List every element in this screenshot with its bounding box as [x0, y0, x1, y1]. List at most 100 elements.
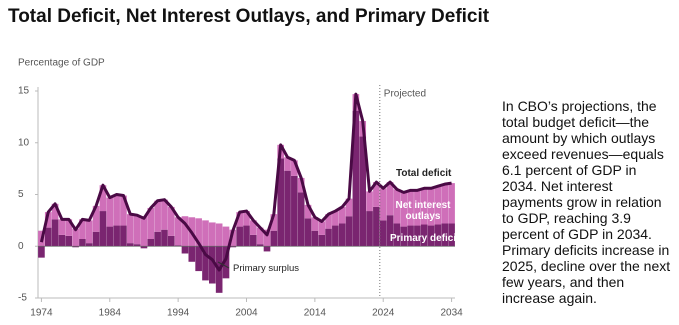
interest-bar	[366, 191, 373, 212]
primary-bar	[181, 246, 189, 254]
primary-bar	[147, 239, 155, 247]
interest-bar	[202, 220, 209, 247]
y-tick-label: -5	[18, 293, 27, 304]
primary-bar	[338, 223, 346, 247]
total-deficit-line	[39, 92, 452, 272]
primary-bar	[133, 244, 141, 247]
primary-bar	[291, 175, 298, 247]
interest-bar	[318, 221, 326, 235]
interest-bar	[72, 228, 79, 247]
primary-bar	[441, 223, 449, 247]
chart-title: Total Deficit, Net Interest Outlays, and…	[8, 6, 490, 27]
primary-bar	[352, 110, 360, 247]
primary-bar	[373, 206, 380, 247]
interest-bar	[393, 189, 401, 224]
primary-bar	[311, 230, 319, 247]
y-tick-label: 0	[18, 241, 24, 252]
note: In CBO’s projections, the total budget d…	[502, 98, 671, 306]
interest-bar	[420, 188, 428, 225]
primary-bar	[427, 225, 435, 247]
interest-bar	[243, 211, 250, 226]
primary-bar	[44, 227, 52, 247]
primary-bar	[379, 220, 387, 247]
primary-bar	[318, 234, 326, 247]
primary-bar	[420, 224, 428, 247]
interest-bar	[147, 207, 155, 240]
interest-bar	[427, 188, 435, 226]
interest-bar	[325, 214, 332, 229]
primary-bar	[304, 218, 312, 247]
x-tick-label: 2004	[235, 308, 258, 319]
primary-bar	[209, 246, 216, 284]
interest-bar	[126, 214, 134, 244]
primary-bar	[51, 219, 59, 247]
primary-bar	[154, 231, 161, 247]
primary-bar	[332, 225, 339, 247]
primary-bar	[229, 246, 237, 248]
interest-bar	[85, 220, 93, 244]
primary-bar	[243, 225, 250, 247]
primary-bar	[277, 158, 284, 247]
interest-bar	[441, 184, 449, 224]
interest-bar	[181, 216, 189, 247]
y-tick-label: 15	[18, 86, 30, 97]
interest-bar	[51, 203, 59, 220]
interest-bar	[44, 212, 52, 228]
interest-bar	[373, 182, 380, 207]
interest-bar	[386, 182, 394, 216]
interest-bar	[284, 157, 291, 171]
primary-bar	[325, 228, 332, 247]
interest-bar	[297, 177, 305, 193]
primary-bar	[85, 243, 93, 247]
interest-bar	[345, 198, 353, 217]
interest-bar	[222, 226, 230, 247]
interest-bar	[195, 218, 202, 247]
primary-bar	[222, 246, 230, 279]
interest-bar	[161, 199, 168, 230]
interest-bar	[92, 205, 100, 232]
primary-bar	[161, 229, 168, 247]
annotation: Primary deficit	[390, 233, 460, 244]
interest-bar	[311, 217, 319, 231]
interest-bar	[338, 206, 346, 224]
x-tick-label: 1984	[99, 308, 122, 319]
interest-bar	[236, 212, 243, 227]
primary-bar	[126, 243, 134, 247]
primary-bar	[393, 223, 401, 247]
primary-bar	[99, 211, 107, 247]
interest-bar	[79, 219, 86, 240]
interest-bar	[270, 214, 278, 231]
y-tick-label: 10	[18, 137, 30, 148]
interest-bar	[291, 160, 298, 176]
surplus-leader	[217, 261, 230, 269]
interest-bar	[113, 194, 120, 226]
primary-bar	[38, 246, 45, 258]
interest-bar	[407, 190, 414, 226]
primary-bar	[345, 216, 353, 247]
interest-bar	[250, 220, 257, 235]
interest-bar	[133, 215, 141, 245]
interest-bar	[106, 197, 114, 227]
interest-bar	[65, 219, 73, 236]
interest-bar	[379, 188, 387, 221]
interest-bar	[209, 222, 216, 247]
primary-bar	[250, 234, 257, 247]
primary-bar	[174, 245, 182, 247]
primary-bar	[359, 136, 367, 247]
primary-bar	[448, 223, 455, 247]
primary-bar	[366, 211, 373, 247]
primary-bar	[65, 235, 73, 247]
interest-bar	[215, 223, 223, 247]
annotation: Total deficit	[396, 168, 452, 179]
interest-bar	[140, 216, 148, 247]
interest-bar	[448, 183, 455, 224]
primary-bar	[270, 230, 278, 247]
interest-bar	[434, 186, 442, 225]
primary-bar	[386, 215, 394, 247]
primary-bar	[72, 246, 79, 248]
interest-bar	[120, 195, 127, 226]
interest-bar	[332, 211, 339, 226]
interest-bar	[174, 217, 182, 246]
interest-bar	[414, 190, 421, 226]
